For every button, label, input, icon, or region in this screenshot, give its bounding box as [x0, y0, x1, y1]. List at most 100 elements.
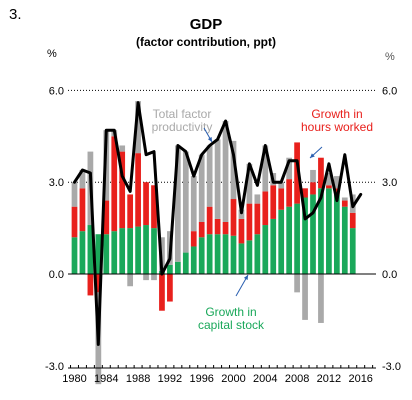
y-tick-left: 0.0	[49, 269, 64, 281]
annotation-label: Growth in capital stock	[198, 305, 265, 332]
bar-segment	[143, 225, 149, 274]
annotation-line: hours worked	[301, 120, 373, 134]
bar-segment	[159, 274, 165, 311]
bar-segment	[254, 234, 261, 274]
bar-segment	[230, 199, 237, 236]
bar-segment	[206, 234, 213, 274]
bar-segment	[79, 169, 86, 189]
bar-segment	[151, 274, 157, 281]
bar-segment	[87, 225, 94, 274]
y-tick-right: 3.0	[382, 177, 397, 189]
bar-segment	[230, 140, 237, 200]
bar-segment	[294, 274, 300, 293]
bar-segment	[270, 218, 277, 274]
bar-segment	[294, 142, 300, 204]
x-tick-label: 1996	[189, 373, 213, 385]
annotation-label: Total factor productivity	[152, 107, 213, 134]
gdp-growth-line	[73, 101, 363, 346]
gridlines	[68, 89, 376, 183]
bar-segment	[333, 188, 340, 195]
bar-segment	[135, 153, 141, 227]
x-tick-label: 2016	[348, 373, 372, 385]
bar-segment	[333, 176, 340, 189]
annotation-arrowhead	[207, 137, 212, 142]
bar-segment	[167, 264, 173, 274]
bar-segment	[182, 151, 189, 253]
bar-segment	[326, 188, 332, 274]
annotation-line: Growth in	[311, 107, 362, 121]
bar-segment	[341, 200, 348, 207]
x-tick-label: 1988	[126, 373, 150, 385]
bar-segment	[349, 212, 356, 229]
x-tick-label: 1980	[62, 373, 86, 385]
bar-segment	[182, 252, 189, 274]
bar-segment	[111, 231, 118, 274]
bar-segment	[341, 206, 348, 274]
annotation-line: productivity	[152, 120, 213, 134]
bar-segment	[222, 121, 229, 222]
bar-segment	[198, 237, 205, 274]
x-tick-label: 1992	[158, 373, 182, 385]
bar-segment	[333, 194, 340, 274]
bar-segment	[190, 246, 197, 274]
bar-segment	[246, 240, 253, 274]
bar-segment	[214, 139, 221, 219]
annotation-arrowhead	[310, 153, 315, 158]
bar-segment	[341, 197, 348, 201]
bar-segment	[302, 188, 308, 198]
bar-segment	[262, 225, 269, 274]
x-tick-label: 2004	[253, 373, 277, 385]
bar-segment	[174, 261, 181, 274]
bar-segment	[71, 206, 78, 238]
bar-segment	[71, 182, 78, 207]
bar-segment	[310, 194, 316, 274]
annotation-line: Growth in	[205, 305, 256, 319]
y-tick-left: 6.0	[49, 85, 64, 97]
bar-segment	[190, 231, 197, 247]
bar-segment	[79, 231, 86, 274]
bar-segment	[127, 228, 134, 274]
bar-segment	[349, 228, 356, 274]
bar-segment	[214, 234, 221, 274]
bar-segment	[198, 221, 205, 238]
bar-segment	[206, 206, 213, 235]
bar-segment	[151, 185, 157, 229]
bar-segment	[103, 200, 110, 235]
bar-segment	[206, 145, 213, 207]
y-tick-right: 6.0	[382, 85, 397, 97]
bar-segment	[151, 228, 157, 274]
y-axis-unit-right: %	[385, 51, 395, 63]
x-tick-label: 1984	[94, 373, 118, 385]
bar-segment	[95, 274, 102, 293]
bar-segment	[222, 221, 229, 235]
bar-segment	[111, 136, 118, 232]
bar-segment	[222, 234, 229, 274]
bar-segment	[262, 145, 269, 192]
annotation-line: capital stock	[198, 318, 265, 332]
bar-segment	[230, 235, 237, 274]
y-tick-left: 3.0	[49, 177, 64, 189]
bar-segment	[318, 157, 324, 189]
bar-segment	[119, 228, 126, 274]
bar-segment	[270, 185, 277, 219]
bar-segment	[103, 234, 110, 274]
y-axis-unit-left: %	[47, 48, 57, 60]
annotation-line: Total factor	[153, 107, 212, 121]
bar-segment	[79, 188, 86, 232]
bar-segment	[278, 209, 285, 274]
y-tick-right: 0.0	[382, 269, 397, 281]
chart-subtitle: (factor contribution, ppt)	[136, 35, 276, 49]
panel-number: 3.	[9, 6, 22, 23]
bar-segment	[246, 163, 253, 204]
bar-segment	[246, 203, 253, 241]
bar-segment	[214, 218, 221, 235]
bar-segment	[71, 237, 78, 274]
x-tick-label: 2000	[221, 373, 245, 385]
bar-segment	[167, 274, 173, 302]
bar-segment	[143, 274, 149, 281]
bar-segment	[238, 243, 245, 274]
bar-segment	[254, 203, 261, 235]
